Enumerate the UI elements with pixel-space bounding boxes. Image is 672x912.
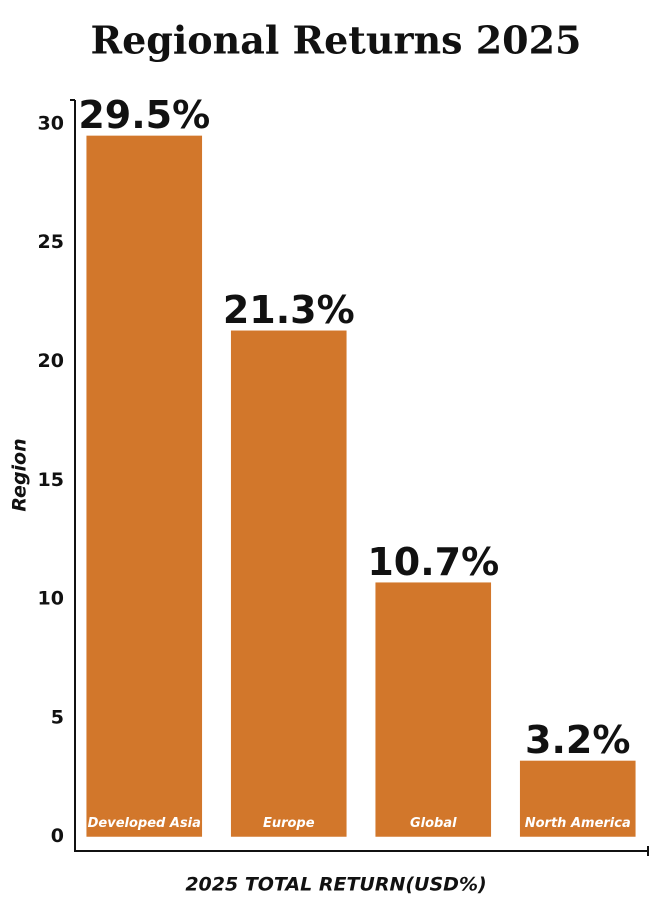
- y-tick-label: 5: [51, 706, 64, 728]
- value-label: 29.5%: [78, 93, 210, 137]
- bar: [519, 760, 636, 837]
- y-tick-label: 10: [38, 588, 64, 610]
- y-axis-label: Region: [9, 438, 31, 511]
- y-tick-label: 30: [38, 112, 64, 134]
- value-label: 3.2%: [525, 718, 630, 762]
- chart-title: Regional Returns 2025: [91, 18, 582, 63]
- value-label: 21.3%: [223, 288, 355, 332]
- bar: [230, 330, 347, 837]
- y-tick-label: 15: [38, 469, 64, 491]
- category-label: Developed Asia: [88, 816, 201, 831]
- category-label: Global: [410, 816, 457, 831]
- x-axis-label: 2025 TOTAL RETURN(USD%): [185, 874, 486, 896]
- y-tick-label: 20: [38, 350, 64, 372]
- y-tick-label: 0: [51, 825, 64, 847]
- value-label: 10.7%: [367, 540, 499, 584]
- category-label: Europe: [263, 816, 315, 831]
- category-label: North America: [525, 816, 631, 831]
- bar: [375, 582, 492, 837]
- y-tick-label: 25: [38, 231, 64, 253]
- bar: [86, 135, 203, 837]
